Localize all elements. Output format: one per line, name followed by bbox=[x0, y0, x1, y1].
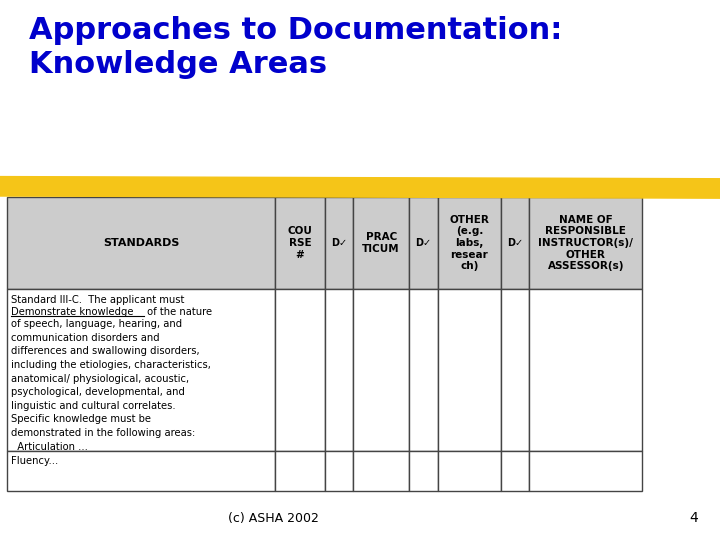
Text: Approaches to Documentation:
Knowledge Areas: Approaches to Documentation: Knowledge A… bbox=[29, 16, 562, 79]
Bar bbox=[7, 289, 275, 451]
Text: of speech, language, hearing, and
communication disorders and
differences and sw: of speech, language, hearing, and commun… bbox=[11, 319, 211, 451]
Text: COU
RSE
#: COU RSE # bbox=[287, 226, 312, 260]
Bar bbox=[529, 451, 642, 491]
Bar bbox=[529, 197, 642, 289]
Text: Standard III-C.  The applicant must: Standard III-C. The applicant must bbox=[11, 295, 184, 306]
Bar bbox=[438, 197, 501, 289]
Bar bbox=[275, 451, 325, 491]
Bar bbox=[275, 197, 325, 289]
Text: of the nature: of the nature bbox=[144, 307, 212, 318]
Bar bbox=[7, 197, 275, 289]
Text: PRAC
TICUM: PRAC TICUM bbox=[362, 232, 400, 254]
Text: OTHER
(e.g.
labs,
resear
ch): OTHER (e.g. labs, resear ch) bbox=[449, 215, 490, 271]
Bar bbox=[410, 197, 438, 289]
Bar bbox=[438, 451, 501, 491]
Bar bbox=[410, 289, 438, 451]
Bar bbox=[353, 289, 410, 451]
Text: D✓: D✓ bbox=[507, 238, 523, 248]
Bar bbox=[7, 451, 275, 491]
Bar bbox=[325, 451, 353, 491]
Text: 4: 4 bbox=[690, 511, 698, 525]
Text: (c) ASHA 2002: (c) ASHA 2002 bbox=[228, 512, 319, 525]
Bar bbox=[353, 197, 410, 289]
Bar bbox=[438, 289, 501, 451]
Text: NAME OF
RESPONSIBLE
INSTRUCTOR(s)/
OTHER
ASSESSOR(s): NAME OF RESPONSIBLE INSTRUCTOR(s)/ OTHER… bbox=[539, 215, 633, 271]
Bar bbox=[410, 451, 438, 491]
Bar bbox=[529, 289, 642, 451]
Text: D✓: D✓ bbox=[330, 238, 347, 248]
Bar bbox=[501, 197, 529, 289]
Bar bbox=[501, 451, 529, 491]
Bar bbox=[353, 451, 410, 491]
Bar bbox=[325, 289, 353, 451]
Bar bbox=[325, 197, 353, 289]
Text: STANDARDS: STANDARDS bbox=[103, 238, 179, 248]
Bar bbox=[501, 289, 529, 451]
Bar bbox=[275, 289, 325, 451]
Text: Demonstrate knowledge: Demonstrate knowledge bbox=[11, 307, 133, 318]
Text: D✓: D✓ bbox=[415, 238, 431, 248]
Text: Fluency...: Fluency... bbox=[11, 456, 58, 467]
